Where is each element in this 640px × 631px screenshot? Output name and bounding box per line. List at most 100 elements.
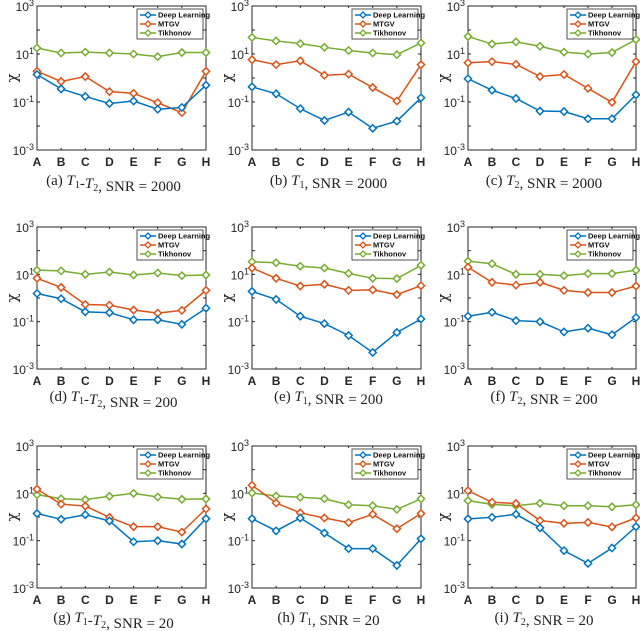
data-point <box>392 49 402 60</box>
data-point <box>535 498 545 508</box>
data-point <box>201 285 211 296</box>
legend-marker <box>574 20 582 28</box>
data-point <box>32 69 42 80</box>
legend-marker <box>359 469 367 477</box>
y-tick-label: 101 <box>447 266 465 282</box>
y-tick-label: 10-3 <box>444 361 465 377</box>
x-tick-label: E <box>130 593 138 607</box>
data-point <box>247 263 257 273</box>
panel-caption: (i) T2, SNR = 20 <box>495 610 594 629</box>
data-point <box>607 97 617 107</box>
x-tick-label: G <box>392 593 401 607</box>
data-point <box>153 104 163 114</box>
data-point <box>583 268 593 279</box>
data-point <box>56 499 66 509</box>
data-point <box>177 102 187 113</box>
data-point <box>32 273 42 283</box>
data-point <box>631 265 640 275</box>
data-point <box>128 305 139 315</box>
x-tick-label: D <box>320 155 329 169</box>
legend-marker <box>359 232 367 240</box>
data-point <box>463 311 473 321</box>
panel-caption: (h) T1, SNR = 20 <box>277 610 379 629</box>
data-point <box>559 501 569 511</box>
panel-b: A B C D E F G H 10-3 10-1 101 103 χ Deep LearningMTGV… <box>218 0 426 192</box>
series-line-deep-learning <box>251 290 422 354</box>
data-point <box>153 536 163 546</box>
data-point <box>247 480 257 490</box>
data-point <box>271 273 281 283</box>
data-point <box>128 270 139 280</box>
data-point <box>56 48 66 58</box>
data-point <box>583 517 593 528</box>
legend-label: Tikhonov <box>588 469 622 478</box>
data-point <box>416 534 426 544</box>
y-tick-label: 103 <box>231 219 249 235</box>
panel-f: A B C D E F G H 10-3 10-1 101 103 χ Deep LearningMTGV… <box>434 219 640 408</box>
data-point <box>177 270 187 281</box>
y-tick-label: 10-3 <box>228 361 249 377</box>
data-point <box>343 330 354 341</box>
legend-label: Deep Learning <box>158 451 211 460</box>
data-point <box>80 47 90 57</box>
data-point <box>295 103 305 114</box>
legend-label: Tikhonov <box>373 469 407 478</box>
data-point <box>535 317 545 327</box>
x-tick-label: C <box>81 155 90 169</box>
data-point <box>343 285 354 296</box>
legend-marker <box>359 29 367 37</box>
data-point <box>128 537 139 547</box>
x-tick-label: D <box>536 593 545 607</box>
data-point <box>463 514 473 524</box>
y-tick-label: 10-3 <box>444 580 465 596</box>
x-tick-label: F <box>369 593 376 607</box>
data-point <box>177 527 187 537</box>
data-point <box>511 37 521 47</box>
legend-label: Tikhonov <box>588 250 622 259</box>
x-tick-label: A <box>33 374 42 388</box>
data-point <box>416 93 426 103</box>
data-point <box>487 56 497 67</box>
x-tick-label: F <box>369 374 376 388</box>
y-axis-label: χ <box>3 293 21 302</box>
y-tick-label: 103 <box>16 219 34 235</box>
x-tick-label: F <box>369 155 376 169</box>
x-tick-label: A <box>33 593 42 607</box>
data-point <box>583 114 593 124</box>
y-tick-label: 10-1 <box>228 314 249 330</box>
y-tick-label: 101 <box>16 485 34 501</box>
y-tick-label: 103 <box>16 0 34 14</box>
y-tick-label: 10-1 <box>228 94 249 110</box>
data-point <box>392 289 402 300</box>
data-point <box>104 516 115 526</box>
y-axis-label: χ <box>434 293 452 302</box>
data-point <box>319 318 330 329</box>
legend-label: Tikhonov <box>158 469 192 478</box>
legend-label: Deep Learning <box>588 451 640 460</box>
x-tick-label: E <box>130 374 138 388</box>
panel-caption: (d) T1-T2, SNR = 200 <box>49 389 177 411</box>
data-point <box>559 285 569 296</box>
data-point <box>368 501 378 511</box>
data-point <box>583 501 593 511</box>
x-tick-label: C <box>81 593 90 607</box>
data-point <box>463 262 473 272</box>
data-point <box>80 307 90 317</box>
data-point <box>392 504 402 515</box>
legend-marker <box>359 11 367 19</box>
legend-label: MTGV <box>373 241 395 250</box>
data-point <box>247 488 257 498</box>
x-tick-label: D <box>105 155 114 169</box>
data-point <box>32 489 42 500</box>
series-line-deep-learning <box>251 86 422 130</box>
y-tick-label: 101 <box>16 266 34 282</box>
data-point <box>416 314 426 324</box>
legend-marker <box>359 451 367 459</box>
data-point <box>32 43 42 53</box>
data-point <box>343 268 354 279</box>
data-point <box>56 282 66 293</box>
series-line-deep-learning <box>36 292 207 326</box>
data-point <box>511 280 521 290</box>
data-point <box>128 522 139 532</box>
